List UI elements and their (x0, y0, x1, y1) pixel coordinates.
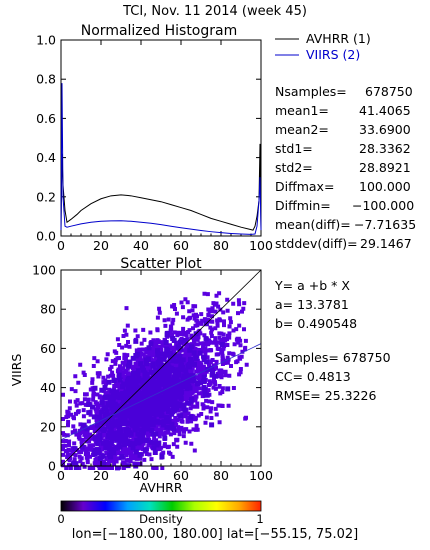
scatter-y-tick-label: 100 (32, 263, 56, 278)
stat-value: 28.8921 (359, 160, 411, 175)
histogram-x-tick-label: 40 (133, 238, 149, 253)
legend-label-avhrr: AVHRR (1) (306, 31, 371, 46)
scatter-points-core (71, 321, 231, 471)
scatter-y-tick-label: 40 (40, 380, 56, 395)
legend-label-viirs: VIIRS (2) (306, 47, 360, 62)
stat-key: stddev(diff)= (275, 236, 358, 251)
scatter-x-tick-label: 0 (57, 468, 65, 483)
histogram-frame (60, 39, 262, 237)
scatter-y-tick-label: 80 (40, 302, 56, 317)
scatter-y-axis-label: VIIRS (9, 354, 24, 387)
scatter-y-tick-label: 20 (40, 419, 56, 434)
stat-key: Nsamples= (275, 84, 347, 99)
scatter-x-tick-label: 80 (213, 468, 229, 483)
stat-key: Diffmin= (275, 198, 331, 213)
scatter-x-tick-label: 20 (93, 468, 109, 483)
stat-key: std2= (275, 160, 313, 175)
colorbar-min-label: 0 (57, 512, 64, 526)
histogram-x-tick-label: 60 (173, 238, 189, 253)
stat-key: mean2= (275, 122, 329, 137)
stat-value: 29.1467 (360, 236, 412, 251)
figure-title: TCI, Nov. 11 2014 (week 45) (122, 4, 307, 19)
histogram-x-tick-label: 0 (57, 238, 65, 253)
correlation-coefficient: CC= 0.4813 (275, 369, 351, 384)
regression-line (60, 343, 262, 441)
regression-a: a= 13.3781 (275, 297, 349, 312)
histogram-y-tick-label: 0.8 (36, 72, 56, 87)
regression-equation: Y= a +b * X (275, 278, 350, 293)
stat-value: −100.000 (352, 198, 415, 213)
scatter-chart: Scatter Plot AVHRR VIIRS 0 20 40 60 80 100 0 20… (9, 256, 273, 495)
stat-value: 41.4065 (359, 103, 411, 118)
coordinate-range: lon=[−180.00, 180.00] lat=[−55.15, 75.02… (0, 527, 430, 542)
stat-value: 28.3362 (359, 141, 411, 156)
lat-range: lat=[−55.15, 75.02] (226, 527, 359, 542)
histogram-title: Normalized Histogram (81, 23, 237, 39)
viirs-histogram-line (60, 83, 262, 235)
scatter-x-tick-label: 100 (249, 468, 273, 483)
stat-value: 33.6900 (359, 122, 411, 137)
scatter-density-cloud (61, 291, 249, 471)
scatter-y-tick-label: 60 (40, 341, 56, 356)
stat-value: 100.000 (359, 179, 411, 194)
sample-count: Samples= 678750 (275, 350, 391, 365)
histogram-y-tick-label: 1.0 (36, 33, 56, 48)
histogram-x-tick-label: 100 (249, 238, 273, 253)
colorbar-title: Density (139, 512, 183, 526)
scatter-x-tick-label: 40 (133, 468, 149, 483)
rmse-value: RMSE= 25.3226 (275, 388, 377, 403)
stat-key: mean(diff)= (275, 217, 351, 232)
scatter-x-tick-label: 60 (173, 468, 189, 483)
stat-key: std1= (275, 141, 313, 156)
scatter-y-tick-label: 0 (48, 459, 56, 474)
lon-range: lon=[−180.00, 180.00] (71, 527, 223, 542)
colorbar-max-label: 1 (256, 512, 263, 526)
regression-b: b= 0.490548 (275, 316, 358, 331)
stat-key: mean1= (275, 103, 329, 118)
avhrr-histogram-line (60, 143, 262, 233)
stat-value: 678750 (365, 84, 413, 99)
histogram-chart: Normalized Histogram 0 20 40 60 80 100 0.0 0.2 0… (36, 23, 273, 253)
histogram-legend: AVHRR (1) VIIRS (2) (275, 31, 371, 62)
scatter-title: Scatter Plot (120, 256, 202, 272)
scatter-x-axis-label: AVHRR (139, 480, 182, 495)
density-colorbar: 0 Density 1 (57, 500, 264, 526)
one-to-one-line (60, 269, 262, 467)
colorbar-gradient (60, 500, 262, 512)
histogram-y-tick-label: 0.0 (36, 229, 56, 244)
histogram-y-tick-label: 0.4 (36, 150, 56, 165)
histogram-y-tick-label: 0.6 (36, 111, 56, 126)
histogram-x-tick-label: 20 (93, 238, 109, 253)
stat-key: Diffmax= (275, 179, 335, 194)
histogram-y-tick-label: 0.2 (36, 189, 56, 204)
histogram-x-tick-label: 80 (213, 238, 229, 253)
stat-value: −7.71635 (354, 217, 417, 232)
